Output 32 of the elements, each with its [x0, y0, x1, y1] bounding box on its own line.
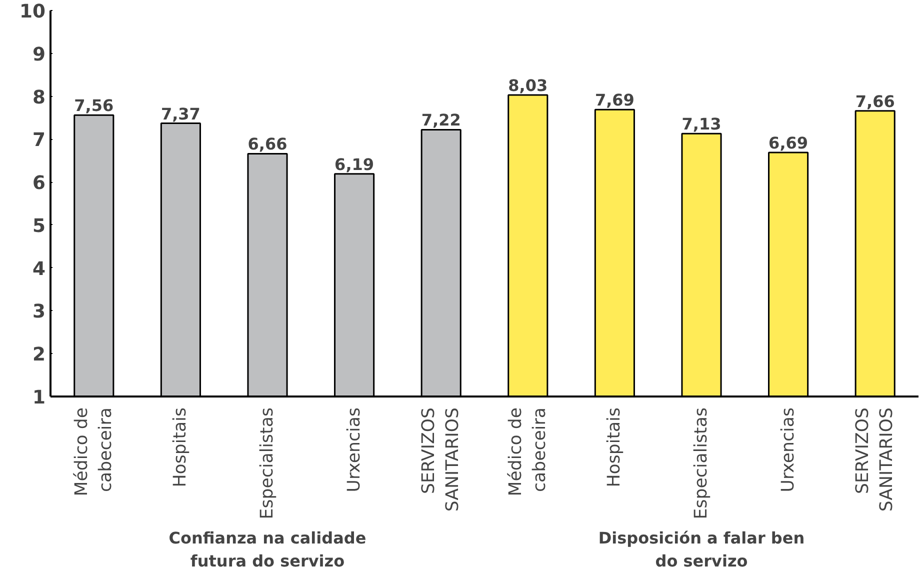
data-label: 6,19	[334, 154, 374, 174]
data-label: 6,69	[768, 133, 808, 152]
y-tick-label: 6	[32, 173, 46, 194]
x-tick-label: Médico de cabeceira	[72, 407, 116, 496]
y-tick-label: 4	[32, 258, 46, 280]
data-label: 8,03	[508, 76, 548, 95]
data-label: 7,66	[855, 92, 895, 111]
text: Disposición a falar ben do servizo	[598, 528, 805, 570]
x-tick-label: SERVIZOS SANITARIOS	[419, 407, 464, 512]
x-tick-label: Urxencias	[778, 407, 798, 492]
y-tick-label: 3	[32, 302, 46, 323]
y-tick-label: 8	[32, 87, 46, 108]
y-tick-label: 1	[32, 388, 46, 408]
y-tick-label: 9	[32, 44, 46, 66]
x-tick-label: Hospitais	[170, 407, 191, 488]
data-label: 7,56	[74, 96, 114, 116]
x-tick-label: Urxencias	[344, 407, 364, 492]
y-tick-label: 7	[32, 130, 46, 152]
y-tick-label: 5	[32, 216, 46, 237]
x-tick-label: Especialistas	[258, 407, 278, 520]
x-tick-label: SERVIZOS SANITARIOS	[853, 407, 898, 512]
x-tick-label: Especialistas	[692, 407, 712, 520]
y-tick-label: 2	[32, 344, 46, 366]
text: Confianza na calidade futura do servizo	[168, 528, 366, 570]
data-label: 7,37	[160, 104, 200, 124]
y-tick-label: 10	[20, 2, 46, 22]
x-tick-label: Hospitais	[604, 407, 625, 488]
data-label: 7,69	[594, 90, 634, 110]
data-label: 7,22	[421, 110, 461, 130]
x-tick-label: Médico de cabeceira	[506, 407, 550, 496]
data-label: 6,66	[248, 134, 288, 154]
data-label: 7,13	[682, 114, 722, 134]
